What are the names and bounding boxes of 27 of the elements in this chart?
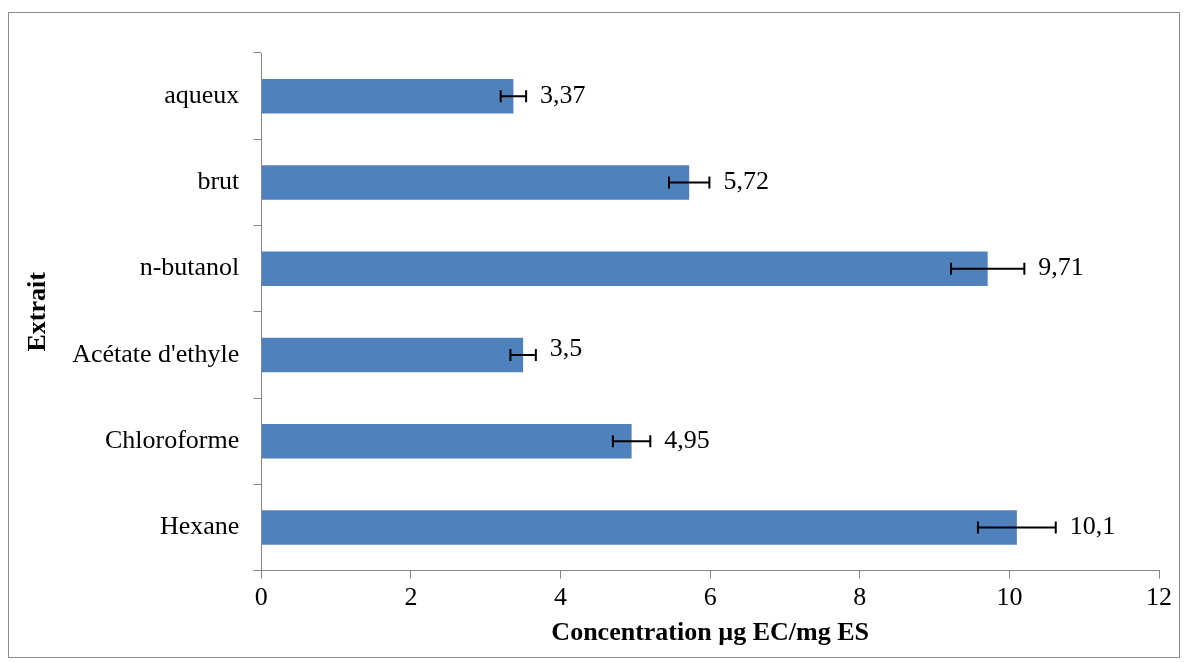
bar <box>261 165 690 200</box>
data-label: 4,95 <box>664 425 710 455</box>
y-tick-label: brut <box>197 166 241 196</box>
x-tick-label: 8 <box>853 582 867 612</box>
x-tick-label: 4 <box>554 582 568 612</box>
y-tick-label: aqueux <box>164 79 240 109</box>
x-tick-label: 2 <box>404 582 418 612</box>
bar <box>261 510 1017 545</box>
x-tick-label: 6 <box>703 582 717 612</box>
data-label: 3,37 <box>540 79 586 109</box>
bar <box>261 78 514 114</box>
y-tick-label: Chloroforme <box>104 425 240 455</box>
y-axis-title: Extrait <box>22 271 52 352</box>
data-label: 9,71 <box>1038 252 1084 282</box>
y-tick-label: Hexane <box>159 511 240 541</box>
bar <box>261 251 988 286</box>
x-axis-title: Concentration µg EC/mg ES <box>551 617 869 647</box>
data-label: 5,72 <box>723 166 769 196</box>
x-tick-label: 12 <box>1146 582 1172 612</box>
bar <box>261 337 524 373</box>
data-label: 10,1 <box>1069 511 1116 541</box>
x-tick-label: 10 <box>996 582 1023 612</box>
x-tick-label: 0 <box>254 582 268 612</box>
data-label: 3,5 <box>549 332 583 362</box>
bar <box>261 423 632 459</box>
y-tick-label: Acétate d'ethyle <box>72 338 240 368</box>
y-tick-label: n-butanol <box>139 252 240 282</box>
